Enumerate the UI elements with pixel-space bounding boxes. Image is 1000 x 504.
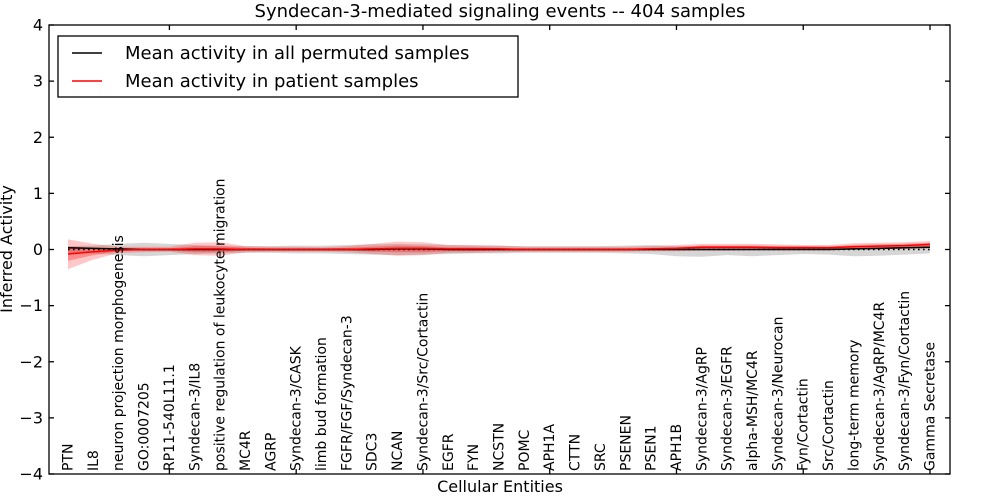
category-label: Syndecan-3/CASK xyxy=(289,345,305,471)
plot-border xyxy=(48,24,951,475)
category-label: Syndecan-3/AgRP/MC4R xyxy=(872,302,888,471)
category-label: EGFR xyxy=(441,433,457,471)
y-tick-label: 4 xyxy=(33,16,43,35)
legend: Mean activity in all permuted samples Me… xyxy=(57,35,519,98)
y-tick-label: −2 xyxy=(19,352,43,371)
category-label: long-term memory xyxy=(846,340,862,471)
category-label: SDC3 xyxy=(365,433,381,471)
category-label: Syndecan-3/Fyn/Cortactin xyxy=(897,291,913,471)
category-label: alpha-MSH/MC4R xyxy=(745,350,761,471)
category-label: APH1A xyxy=(542,424,558,471)
category-label: GO:0007205 xyxy=(137,382,153,471)
category-label: neuron projection morphogenesis xyxy=(111,235,127,471)
category-label: positive regulation of leukocyte migrati… xyxy=(213,178,229,471)
category-label: POMC xyxy=(517,429,533,471)
category-label: NCSTN xyxy=(492,423,508,471)
category-label: PSENEN xyxy=(618,415,634,471)
category-label: FYN xyxy=(466,444,482,471)
y-tick-label: −1 xyxy=(19,296,43,315)
legend-label-patient: Mean activity in patient samples xyxy=(125,71,419,92)
category-label: Fyn/Cortactin xyxy=(796,378,812,471)
category-label: Syndecan-3/IL8 xyxy=(187,363,203,471)
x-category-labels: PTN IL8 neuron projection morphogenesis GO:… xyxy=(61,178,939,471)
category-label: Syndecan-3/EGFR xyxy=(720,346,736,471)
category-label: Gamma Secretase xyxy=(923,342,939,471)
category-label: PTN xyxy=(61,444,77,471)
chart-title: Syndecan-3-mediated signaling events -- … xyxy=(255,1,746,22)
category-label: AGRP xyxy=(263,433,279,471)
y-tick-label: −4 xyxy=(19,465,43,484)
category-label: APH1B xyxy=(669,424,685,471)
category-label: Syndecan-3/Src/Cortactin xyxy=(415,293,431,471)
legend-box xyxy=(57,35,519,98)
category-label: SRC xyxy=(593,443,609,471)
legend-label-permuted: Mean activity in all permuted samples xyxy=(125,43,469,64)
y-axis-label: Inferred Activity xyxy=(0,185,16,313)
y-tick-labels: −4 −3 −2 −1 0 1 2 3 4 xyxy=(19,16,43,484)
category-label: PSEN1 xyxy=(644,425,660,471)
category-label: NCAN xyxy=(390,431,406,471)
category-label: Syndecan-3/Neurocan xyxy=(770,317,786,472)
category-label: limb bud formation xyxy=(314,337,330,471)
x-axis-label: Cellular Entities xyxy=(437,477,563,496)
mean-lines xyxy=(67,243,931,255)
y-tick-label: 3 xyxy=(33,72,43,91)
y-tick-label: −3 xyxy=(19,408,43,427)
category-label: CTTN xyxy=(568,434,584,471)
patient-band-outer xyxy=(68,239,930,270)
category-label: Src/Cortactin xyxy=(821,380,837,471)
series-line-1 xyxy=(67,243,931,255)
category-label: IL8 xyxy=(86,450,102,471)
category-label: RP11-540L11.1 xyxy=(162,364,178,471)
y-tick-label: 1 xyxy=(33,184,43,203)
y-tick-label: 0 xyxy=(33,240,43,259)
confidence-bands xyxy=(68,239,930,270)
category-label: MC4R xyxy=(238,430,254,471)
category-label: FGFR/FGF/Syndecan-3 xyxy=(339,315,355,471)
category-label: Syndecan-3/AgRP xyxy=(694,347,710,471)
y-tick-label: 2 xyxy=(33,128,43,147)
